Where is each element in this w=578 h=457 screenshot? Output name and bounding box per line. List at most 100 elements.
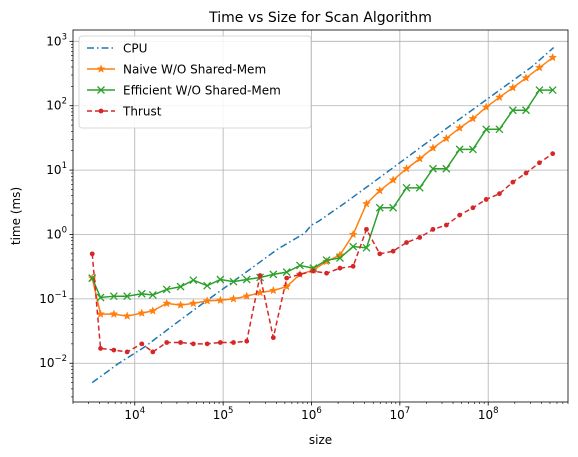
data-point — [269, 270, 278, 279]
data-point — [242, 275, 251, 284]
data-point — [548, 86, 557, 95]
series-1 — [87, 52, 558, 320]
data-point — [470, 205, 476, 211]
x-marker-stroke — [137, 289, 146, 298]
x-tick-label: 107 — [389, 406, 410, 422]
x-tick-label: 104 — [124, 406, 145, 422]
legend-label: Naive W/O Shared-Mem — [123, 63, 266, 77]
x-marker-stroke — [482, 125, 491, 134]
data-point — [508, 106, 517, 115]
x-marker-stroke — [335, 254, 344, 263]
legend-label: CPU — [123, 42, 147, 56]
x-marker-stroke — [548, 86, 557, 95]
series-line — [91, 89, 553, 299]
data-point — [361, 199, 371, 208]
x-marker-stroke — [508, 106, 517, 115]
data-point — [362, 243, 371, 252]
data-point — [350, 263, 356, 269]
ticks: 104 105 106 107 108 10−2 10−1 100 101 102 103 — [39, 32, 569, 422]
x-tick-label: 105 — [213, 406, 234, 422]
data-point — [548, 52, 558, 62]
data-point — [428, 143, 438, 152]
data-point — [137, 308, 147, 317]
x-marker-stroke — [176, 282, 185, 291]
x-marker-stroke — [375, 203, 384, 212]
data-point — [534, 62, 544, 72]
data-point — [295, 261, 304, 270]
data-point — [415, 154, 425, 163]
x-marker-stroke — [389, 203, 398, 212]
x-marker-stroke — [415, 183, 424, 192]
x-marker-stroke — [282, 268, 291, 277]
data-point — [215, 295, 225, 305]
x-marker-stroke — [428, 164, 437, 173]
data-point — [349, 242, 358, 251]
data-point — [375, 185, 385, 195]
x-marker-stroke — [455, 145, 464, 154]
data-point — [96, 293, 105, 302]
data-point — [190, 341, 196, 347]
x-marker-stroke — [269, 270, 278, 279]
data-point — [348, 229, 358, 239]
data-point — [109, 292, 118, 301]
data-point — [309, 264, 318, 273]
data-point — [550, 151, 556, 157]
data-point — [123, 292, 132, 301]
data-point — [322, 256, 331, 265]
data-point — [270, 335, 276, 341]
data-point — [96, 64, 106, 73]
x-marker-stroke — [522, 106, 530, 115]
data-point — [428, 164, 437, 173]
x-marker-stroke — [309, 264, 318, 273]
plot-frame — [72, 29, 569, 403]
data-point — [244, 338, 250, 344]
data-point — [375, 203, 384, 212]
y-tick-label: 102 — [46, 97, 67, 113]
series-0 — [91, 47, 555, 384]
data-point — [148, 306, 158, 315]
data-point — [124, 349, 130, 355]
legend-box — [78, 35, 312, 129]
legend-label: Efficient W/O Shared-Mem — [123, 84, 281, 98]
data-point — [388, 175, 398, 184]
data-point — [229, 294, 238, 303]
legend: CPU Naive W/O Shared-Mem Efficient W/O Sha… — [78, 35, 312, 129]
data-point — [324, 270, 329, 276]
y-axis-label: time (ms) — [9, 187, 23, 245]
data-point — [389, 203, 398, 212]
data-point — [537, 160, 542, 166]
x-marker-stroke — [402, 183, 411, 192]
series-2 — [88, 86, 557, 302]
data-point — [111, 347, 117, 353]
data-point — [522, 106, 530, 115]
series-line — [91, 56, 554, 317]
data-point — [455, 123, 465, 132]
data-point — [521, 73, 531, 82]
data-point — [89, 251, 95, 257]
data-point — [441, 133, 451, 143]
data-point — [481, 102, 491, 111]
x-marker-stroke — [229, 277, 238, 286]
data-point — [268, 285, 278, 295]
data-point — [377, 251, 383, 257]
x-marker-stroke — [96, 293, 105, 302]
series-line — [91, 153, 554, 353]
data-point — [468, 113, 478, 123]
data-point — [109, 309, 119, 318]
x-marker-stroke — [216, 275, 225, 284]
data-point — [415, 183, 424, 192]
data-point — [495, 125, 504, 134]
data-point — [137, 289, 146, 298]
x-tick-label: 106 — [301, 406, 322, 422]
data-point — [442, 164, 451, 173]
data-point — [257, 273, 263, 278]
series-3 — [89, 151, 556, 355]
data-point — [497, 191, 502, 197]
data-point — [148, 290, 157, 299]
data-point — [98, 108, 104, 114]
data-point — [483, 197, 489, 202]
data-point — [203, 281, 212, 290]
data-point — [282, 281, 292, 291]
data-point — [162, 285, 171, 294]
data-point — [217, 340, 223, 345]
